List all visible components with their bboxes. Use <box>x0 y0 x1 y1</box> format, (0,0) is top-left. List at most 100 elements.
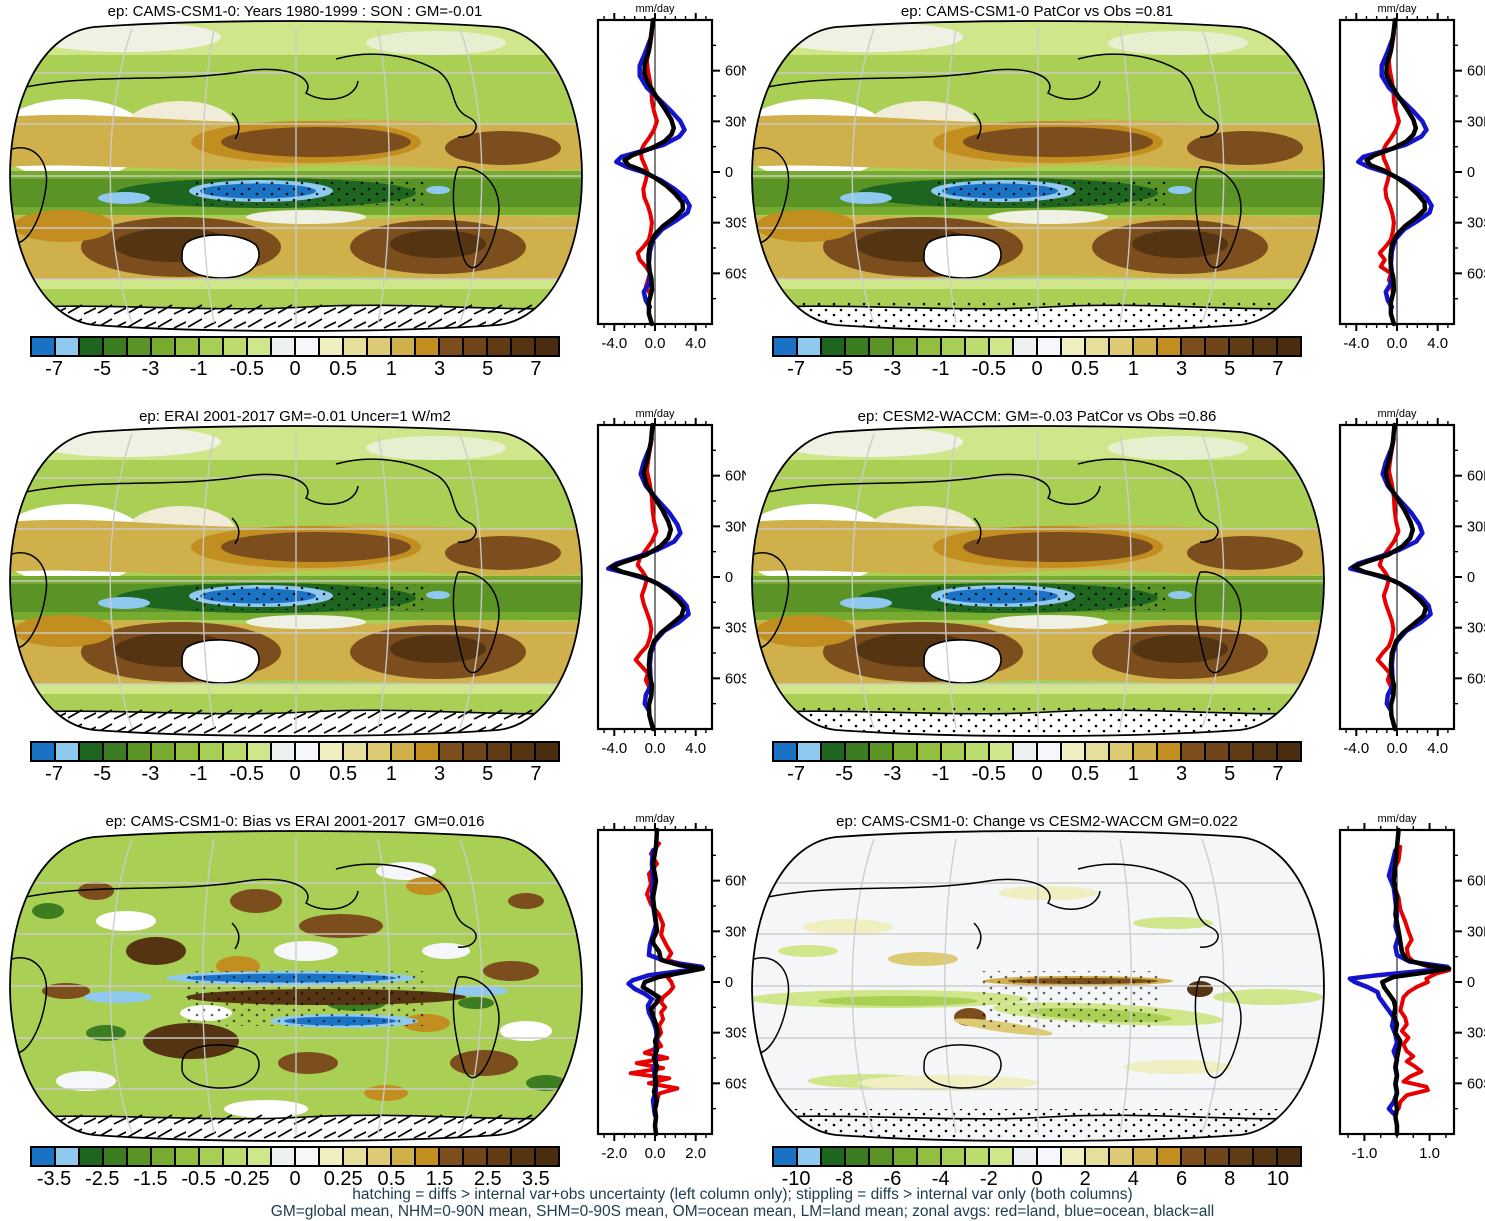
colorbar-segment <box>916 741 942 762</box>
colorbar-tick-label: -0.5 <box>229 763 265 785</box>
zonal-mean-plot: mm/day -4.0 0.0 4.0 60N 30N 0 30S 60S <box>1338 408 1485 757</box>
colorbar-segment <box>1012 1146 1038 1167</box>
colorbar-tick-label: 0.5 <box>329 358 358 380</box>
colorbar-segment <box>414 1146 440 1167</box>
svg-text:60N: 60N <box>725 874 746 890</box>
colorbar-segment <box>1132 1146 1158 1167</box>
colorbar-segment <box>30 336 56 357</box>
colorbar-tick-label: -2.5 <box>85 1168 120 1190</box>
colorbar-segment <box>1132 336 1158 357</box>
colorbar-segment <box>796 1146 822 1167</box>
colorbar-tick-label: 5 <box>482 763 494 785</box>
colorbar-segment <box>294 336 320 357</box>
colorbar-tick-label: -6 <box>883 1168 902 1190</box>
colorbar-segment <box>820 336 846 357</box>
colorbar: -7 -5 -3 -1 -0.5 0 0.5 1 3 5 7 <box>772 741 1302 789</box>
colorbar-tick-label: -5 <box>835 358 854 380</box>
colorbar-segment <box>174 741 200 762</box>
svg-text:30S: 30S <box>1467 621 1485 637</box>
zonal-mean-plot: mm/day -1.0 1.0 60N 30N 0 30S 60S <box>1338 813 1485 1162</box>
colorbar-tick-label: -7 <box>787 763 805 785</box>
colorbar-segment <box>318 1146 344 1167</box>
colorbar-tick-label: -0.5 <box>229 358 265 380</box>
colorbar-segment <box>1108 336 1134 357</box>
svg-text:60N: 60N <box>1467 874 1485 890</box>
colorbar-tick-label: -2 <box>979 1168 998 1190</box>
world-map-climatology <box>9 20 583 332</box>
colorbar-segment <box>1180 1146 1206 1167</box>
colorbar-tick-label: 0 <box>289 358 301 380</box>
colorbar-segment <box>294 1146 320 1167</box>
colorbar-segment <box>342 741 368 762</box>
colorbar-segment <box>868 741 894 762</box>
colorbar-segment <box>150 1146 176 1167</box>
zonal-series-ocean <box>614 38 692 310</box>
colorbar-tick-label: 2 <box>1079 1168 1091 1190</box>
colorbar-segment <box>1036 1146 1062 1167</box>
world-map <box>6 20 586 332</box>
svg-text:4.0: 4.0 <box>1427 740 1448 757</box>
svg-text:0: 0 <box>725 570 733 586</box>
colorbar-segment <box>102 741 128 762</box>
svg-text:mm/day: mm/day <box>1377 3 1417 15</box>
colorbar-segment <box>366 741 392 762</box>
colorbar-segment <box>462 336 488 357</box>
svg-text:30S: 30S <box>725 621 746 637</box>
svg-text:60S: 60S <box>1467 1076 1485 1092</box>
colorbar-segment <box>54 336 80 357</box>
panel-row2-right: ep: CESM2-WACCM: GM=-0.03 PatCor vs Obs … <box>742 405 1485 810</box>
colorbar-segment <box>150 336 176 357</box>
colorbar-segment <box>438 741 464 762</box>
svg-text:30N: 30N <box>725 924 746 940</box>
colorbar-segment <box>486 741 512 762</box>
colorbar-tick-label: -0.25 <box>224 1168 270 1190</box>
svg-text:30N: 30N <box>1467 519 1485 535</box>
svg-text:-2.0: -2.0 <box>601 1145 627 1162</box>
colorbar-tick-label: 0.5 <box>329 763 358 785</box>
world-map <box>6 425 586 737</box>
colorbar-segment <box>892 336 918 357</box>
colorbar-segment <box>1084 336 1110 357</box>
svg-text:-4.0: -4.0 <box>1343 335 1369 352</box>
colorbar-segment <box>126 741 152 762</box>
colorbar-tick-label: -7 <box>45 763 63 785</box>
colorbar-segment <box>940 1146 966 1167</box>
zonal-mean-plot: mm/day -2.0 0.0 2.0 60N 30N 0 30S 60S <box>596 813 746 1162</box>
colorbar-segment <box>1252 1146 1278 1167</box>
colorbar-segment <box>462 741 488 762</box>
colorbar-segment <box>1204 1146 1230 1167</box>
colorbar-segment <box>270 336 296 357</box>
colorbar-tick-label: 0.5 <box>1071 358 1100 380</box>
colorbar-tick-label: 5 <box>1224 358 1236 380</box>
colorbar-segment <box>1156 1146 1182 1167</box>
colorbar-tick-label: 3 <box>1175 763 1188 785</box>
svg-text:30N: 30N <box>1467 114 1485 130</box>
colorbar-segment <box>1084 741 1110 762</box>
colorbar-segment <box>1060 336 1086 357</box>
zonal-mean-plot: mm/day -4.0 0.0 4.0 60N 30N 0 30S 60S <box>596 3 746 352</box>
colorbar-tick-label: -8 <box>835 1168 854 1190</box>
svg-text:60S: 60S <box>725 1076 746 1092</box>
svg-text:mm/day: mm/day <box>1377 408 1417 420</box>
colorbar-segment <box>150 741 176 762</box>
colorbar-tick-label: 7 <box>530 763 542 785</box>
svg-text:60S: 60S <box>725 266 746 282</box>
colorbar-tick-label: -1 <box>189 358 208 380</box>
zonal-series-land <box>1390 844 1452 1111</box>
colorbar-segment <box>54 1146 80 1167</box>
svg-text:30S: 30S <box>1467 1026 1485 1042</box>
colorbar-segment <box>772 336 798 357</box>
colorbar-segment <box>414 336 440 357</box>
colorbar-tick-label: -10 <box>781 1168 811 1190</box>
svg-text:0.0: 0.0 <box>1387 740 1408 757</box>
colorbar-segment <box>366 1146 392 1167</box>
svg-text:4.0: 4.0 <box>1427 335 1448 352</box>
colorbar-tick-label: -4 <box>931 1168 950 1190</box>
colorbar: -7 -5 -3 -1 -0.5 0 0.5 1 3 5 7 <box>772 336 1302 384</box>
colorbar-tick-label: 0.5 <box>1071 763 1100 785</box>
colorbar-segment <box>1276 336 1302 357</box>
colorbar-tick-label: -3 <box>883 358 902 380</box>
world-map-bias <box>9 830 583 1142</box>
colorbar-segment <box>78 336 104 357</box>
colorbar-segment <box>988 1146 1014 1167</box>
